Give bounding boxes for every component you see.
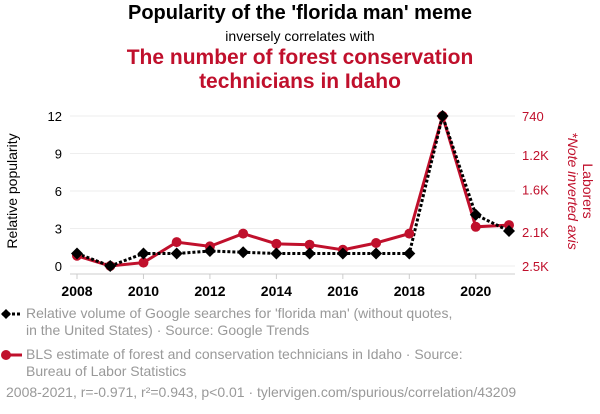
data-point-google (203, 245, 216, 257)
data-point-google (370, 247, 383, 260)
legend-item-bls: BLS estimate of forest and conservation … (26, 346, 463, 380)
y-tick-label: 3 (55, 222, 62, 237)
data-point-google (170, 247, 183, 260)
chart-subtitle: inversely correlates with (225, 28, 375, 44)
y2-axis-note: *Note inverted axis (565, 132, 581, 250)
data-point-google (503, 225, 515, 237)
y2-tick-label: 1.2K (522, 148, 549, 163)
x-tick-label: 2018 (394, 283, 425, 299)
y2-tick-label: 1.6K (522, 182, 549, 197)
x-tick-label: 2012 (194, 283, 225, 299)
legend-label: Bureau of Labor Statistics (26, 363, 187, 379)
legend-label: in the United States) · Source: Google T… (26, 322, 310, 338)
y2-tick-label: 740 (522, 109, 544, 124)
data-point-bls (138, 257, 149, 268)
x-tick-label: 2014 (261, 283, 292, 299)
data-point-bls (171, 237, 182, 248)
data-point-google (71, 247, 83, 260)
legend-marker-bls-dot (1, 350, 11, 360)
chart-title-2: The number of forest conservation techni… (126, 46, 474, 93)
legend-item-google: Relative volume of Google searches for '… (26, 305, 452, 339)
data-point-google (403, 247, 416, 260)
data-point-google (270, 247, 283, 260)
chart-title: Popularity of the 'florida man' meme (127, 2, 472, 24)
data-point-google (303, 247, 316, 260)
y-tick-label: 12 (48, 109, 62, 124)
x-tick-label: 2008 (61, 283, 92, 299)
data-point-bls (304, 239, 315, 250)
data-point-google (137, 247, 150, 260)
data-point-bls (271, 238, 282, 249)
data-point-google (336, 247, 349, 260)
data-point-google (436, 110, 449, 122)
y-axis-label: Relative popularity (4, 133, 20, 248)
legend-label: BLS estimate of forest and conservation … (26, 346, 463, 362)
legend-marker-google-diamond (1, 309, 11, 319)
data-point-google (104, 260, 117, 272)
y2-axis-label: Laborers (580, 163, 596, 218)
x-tick-label: 2016 (327, 283, 358, 299)
x-tick-label: 2020 (460, 283, 491, 299)
legend-label: Relative volume of Google searches for '… (26, 305, 453, 321)
y-tick-label: 9 (55, 147, 62, 162)
y-tick-label: 6 (55, 184, 62, 199)
y2-tick-label: 2.5K (522, 259, 549, 274)
series-line-bls (76, 110, 510, 268)
data-point-google (237, 246, 250, 259)
data-point-google (469, 208, 482, 221)
data-point-bls (404, 228, 415, 239)
y2-tick-label: 2.1K (522, 225, 549, 240)
data-point-bls (238, 228, 249, 239)
y-tick-label: 0 (55, 259, 62, 274)
data-point-bls (470, 221, 481, 232)
data-point-bls (371, 237, 382, 248)
x-tick-label: 2010 (128, 283, 159, 299)
footer: 2008-2021, r=-0.971, r²=0.943, p<0.01 · … (6, 384, 517, 400)
